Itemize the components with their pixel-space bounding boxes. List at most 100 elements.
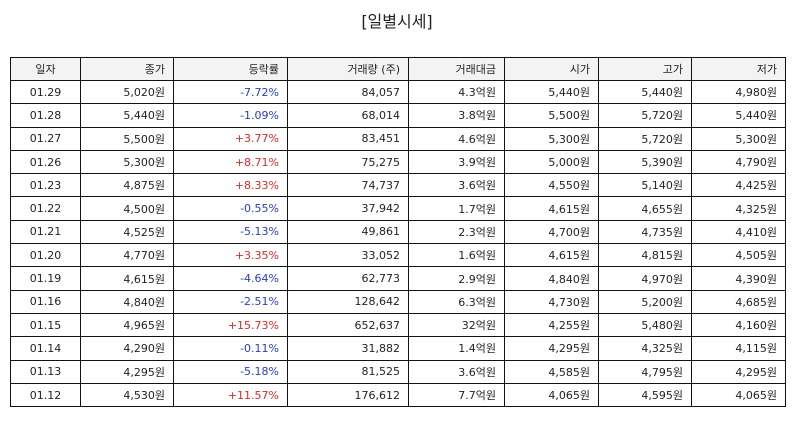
cell-date: 01.27: [10, 126, 81, 151]
cell-high: 4,970원: [598, 266, 692, 291]
cell-date: 01.20: [10, 243, 81, 268]
cell-change-rate: +3.77%: [173, 126, 288, 151]
daily-price-table: 일자 종가 등락률 거래량 (주) 거래대금 시가 고가 저가 01.29 5,0…: [10, 57, 786, 408]
cell-volume: 74,737: [287, 173, 409, 198]
table-row: 01.23 4,875원 +8.33% 74,737 3.6억원 4,550원 5,140원…: [10, 173, 786, 198]
cell-change-rate: -7.72%: [173, 79, 288, 105]
table-header-row: 일자 종가 등락률 거래량 (주) 거래대금 시가 고가 저가: [10, 57, 786, 81]
cell-low: 4,505원: [691, 243, 786, 268]
cell-trade-amount: 32억원: [408, 312, 505, 338]
cell-open: 4,615원: [504, 196, 599, 221]
header-low: 저가: [691, 57, 786, 81]
cell-change-rate: -4.64%: [173, 266, 288, 291]
cell-close: 4,500원: [80, 196, 174, 221]
cell-low: 4,295원: [691, 359, 786, 384]
cell-volume: 128,642: [287, 289, 409, 314]
header-date: 일자: [10, 57, 81, 81]
cell-close: 4,290원: [80, 336, 174, 361]
cell-open: 4,550원: [504, 173, 599, 198]
cell-change-rate: -0.55%: [173, 196, 288, 221]
cell-date: 01.13: [10, 359, 81, 384]
cell-trade-amount: 3.8억원: [408, 103, 505, 128]
cell-date: 01.22: [10, 196, 81, 221]
cell-open: 4,840원: [504, 266, 599, 291]
cell-open: 4,065원: [504, 382, 599, 408]
cell-change-rate: +15.73%: [173, 312, 288, 338]
cell-change-rate: -0.11%: [173, 336, 288, 361]
cell-low: 4,425원: [691, 173, 786, 198]
cell-high: 4,655원: [598, 196, 692, 221]
table-row: 01.13 4,295원 -5.18% 81,525 3.6억원 4,585원 4,795원…: [10, 359, 786, 384]
cell-change-rate: +8.71%: [173, 149, 288, 175]
cell-trade-amount: 1.4억원: [408, 336, 505, 361]
table-row: 01.27 5,500원 +3.77% 83,451 4.6억원 5,300원 5,720원…: [10, 126, 786, 151]
table-row: 01.21 4,525원 -5.13% 49,861 2.3억원 4,700원 4,735원…: [10, 219, 786, 245]
cell-close: 5,300원: [80, 149, 174, 175]
cell-close: 4,530원: [80, 382, 174, 408]
cell-low: 4,065원: [691, 382, 786, 408]
cell-high: 5,720원: [598, 103, 692, 128]
cell-high: 5,200원: [598, 289, 692, 314]
cell-date: 01.16: [10, 289, 81, 314]
cell-date: 01.28: [10, 103, 81, 128]
cell-open: 5,000원: [504, 149, 599, 175]
cell-trade-amount: 1.7억원: [408, 196, 505, 221]
cell-trade-amount: 3.9억원: [408, 149, 505, 175]
cell-date: 01.14: [10, 336, 81, 361]
cell-volume: 31,882: [287, 336, 409, 361]
cell-change-rate: -5.13%: [173, 219, 288, 245]
cell-volume: 68,014: [287, 103, 409, 128]
cell-high: 5,140원: [598, 173, 692, 198]
cell-high: 4,735원: [598, 219, 692, 245]
cell-open: 4,295원: [504, 336, 599, 361]
cell-open: 4,255원: [504, 312, 599, 338]
cell-close: 5,020원: [80, 79, 174, 105]
cell-high: 4,815원: [598, 243, 692, 268]
cell-date: 01.19: [10, 266, 81, 291]
cell-low: 4,115원: [691, 336, 786, 361]
cell-volume: 33,052: [287, 243, 409, 268]
cell-date: 01.26: [10, 149, 81, 175]
cell-trade-amount: 2.9억원: [408, 266, 505, 291]
cell-change-rate: +11.57%: [173, 382, 288, 408]
table-row: 01.12 4,530원 +11.57% 176,612 7.7억원 4,065원 4,59…: [10, 382, 786, 408]
cell-volume: 49,861: [287, 219, 409, 245]
cell-trade-amount: 6.3억원: [408, 289, 505, 314]
table-row: 01.29 5,020원 -7.72% 84,057 4.3억원 5,440원 5,440원…: [10, 79, 786, 105]
cell-trade-amount: 7.7억원: [408, 382, 505, 408]
cell-open: 5,500원: [504, 103, 599, 128]
table-row: 01.16 4,840원 -2.51% 128,642 6.3억원 4,730원 5,200…: [10, 289, 786, 314]
cell-trade-amount: 3.6억원: [408, 359, 505, 384]
cell-close: 4,615원: [80, 266, 174, 291]
cell-high: 5,480원: [598, 312, 692, 338]
cell-volume: 176,612: [287, 382, 409, 408]
cell-low: 5,440원: [691, 103, 786, 128]
cell-close: 4,525원: [80, 219, 174, 245]
table-row: 01.19 4,615원 -4.64% 62,773 2.9억원 4,840원 4,970원…: [10, 266, 786, 291]
header-close: 종가: [80, 57, 174, 81]
cell-high: 5,390원: [598, 149, 692, 175]
cell-trade-amount: 4.6억원: [408, 126, 505, 151]
table-row: 01.14 4,290원 -0.11% 31,882 1.4억원 4,295원 4,325원…: [10, 336, 786, 361]
cell-change-rate: +8.33%: [173, 173, 288, 198]
cell-close: 5,500원: [80, 126, 174, 151]
cell-volume: 81,525: [287, 359, 409, 384]
cell-date: 01.12: [10, 382, 81, 408]
cell-date: 01.29: [10, 79, 81, 105]
page-title: [일별시세]: [361, 12, 433, 31]
table-row: 01.20 4,770원 +3.35% 33,052 1.6억원 4,615원 4,815원…: [10, 243, 786, 268]
cell-volume: 37,942: [287, 196, 409, 221]
cell-open: 4,730원: [504, 289, 599, 314]
table-row: 01.26 5,300원 +8.71% 75,275 3.9억원 5,000원 5,390원…: [10, 149, 786, 175]
cell-open: 4,585원: [504, 359, 599, 384]
cell-date: 01.21: [10, 219, 81, 245]
cell-high: 4,595원: [598, 382, 692, 408]
cell-high: 5,720원: [598, 126, 692, 151]
cell-high: 5,440원: [598, 79, 692, 105]
cell-volume: 84,057: [287, 79, 409, 105]
cell-high: 4,325원: [598, 336, 692, 361]
cell-trade-amount: 2.3억원: [408, 219, 505, 245]
cell-low: 4,790원: [691, 149, 786, 175]
header-high: 고가: [598, 57, 692, 81]
cell-change-rate: -1.09%: [173, 103, 288, 128]
